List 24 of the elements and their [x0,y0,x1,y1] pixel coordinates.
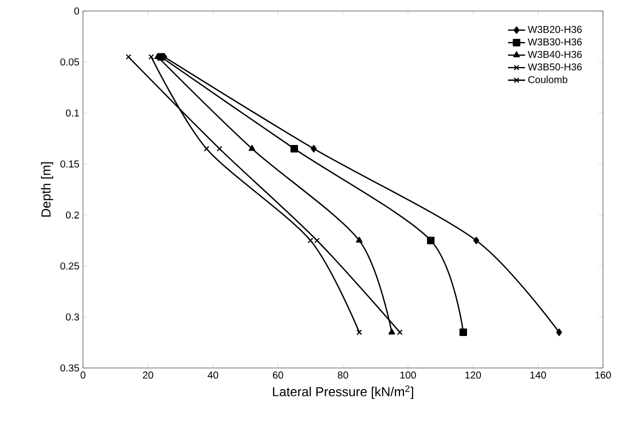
x-tick-label: 120 [465,372,481,379]
legend-label: W3B50-H36 [528,63,582,70]
legend-label: W3B30-H36 [528,38,582,46]
y-tick-label: 0.3 [66,313,80,321]
y-tick-label: 0.35 [60,364,80,372]
y-tick-label: 0.2 [66,211,79,219]
x-tick-label: 80 [338,372,348,379]
y-axis-title: Depth [m] [41,162,54,217]
x-tick-label: 100 [400,372,416,379]
y-tick-label: 0.1 [66,109,79,117]
x-tick-label: 60 [272,372,284,379]
legend-label: Coulomb [528,76,568,84]
x-tick-label: 0 [80,372,86,379]
x-tick-label: 20 [142,372,154,379]
legend-label: W3B20-H36 [528,26,582,33]
x-tick-label: 160 [595,372,611,379]
y-tick-label: 0.25 [60,262,80,270]
y-tick-label: 0.15 [60,160,80,168]
x-tick-label: 140 [530,372,546,379]
y-tick-label: 0.05 [60,58,80,66]
legend-label: W3B40-H36 [528,50,582,58]
x-tick-label: 40 [208,372,218,379]
x-axis-title: Lateral Pressure [kN/m$^{2}$] [273,385,414,399]
y-tick-label: 0 [74,7,80,15]
